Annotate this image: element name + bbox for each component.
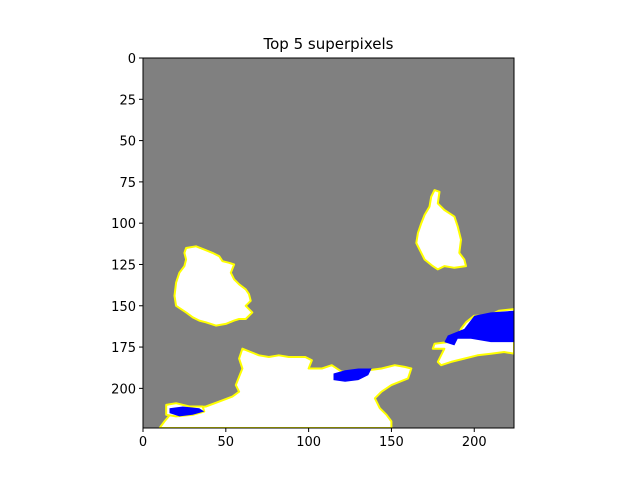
y-tick-label: 100 — [111, 217, 136, 232]
y-tick-label: 75 — [119, 176, 136, 191]
x-tick-label: 50 — [218, 435, 235, 450]
blue-region-2 — [333, 368, 372, 382]
superpixel-sp-left-middle — [173, 245, 254, 327]
blue-region-1 — [444, 310, 514, 346]
x-tick-label: 100 — [296, 435, 321, 450]
plot-area — [143, 58, 514, 428]
y-tick-label: 150 — [111, 300, 136, 315]
plot-frame — [142, 57, 515, 429]
chart-title: Top 5 superpixels — [263, 35, 394, 53]
superpixel-sp-upper-right — [415, 189, 467, 271]
y-tick-label: 175 — [111, 341, 136, 356]
y-tick-label: 25 — [119, 93, 136, 108]
x-tick-label: 200 — [462, 435, 487, 450]
y-tick-label: 50 — [119, 135, 136, 150]
x-tick-label: 150 — [379, 435, 404, 450]
x-tick-label: 0 — [139, 435, 147, 450]
blue-region-3 — [169, 406, 205, 417]
y-tick-label: 125 — [111, 258, 136, 273]
y-tick-label: 0 — [128, 52, 136, 67]
axes: 0 50 100 150 200 0 25 50 75 100 125 150 175 200 — [111, 52, 486, 450]
superpixel-sp-bottom-center — [158, 347, 413, 428]
y-tick-label: 200 — [111, 382, 136, 397]
